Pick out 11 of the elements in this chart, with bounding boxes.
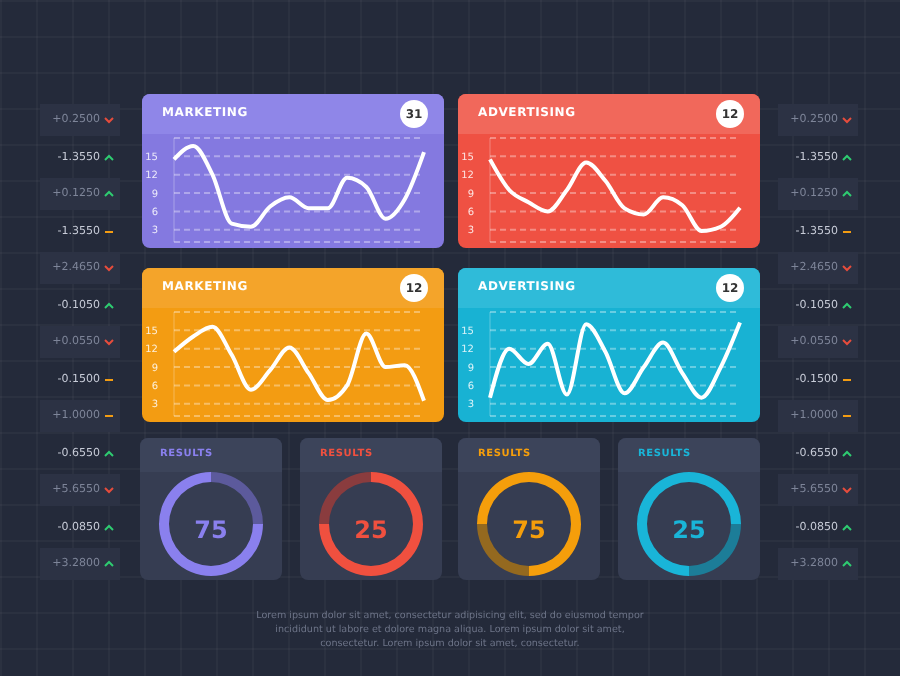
text: 25	[354, 516, 388, 544]
donut-slice	[319, 472, 423, 576]
text: 75	[194, 516, 228, 544]
line-series	[488, 320, 742, 400]
text: 25	[672, 516, 706, 544]
donut-slice	[637, 472, 741, 576]
donut-slice	[159, 472, 263, 576]
donut-slice	[477, 472, 581, 576]
text: 75	[512, 516, 546, 544]
donut-slice	[319, 472, 371, 524]
donut-slice	[211, 472, 263, 524]
